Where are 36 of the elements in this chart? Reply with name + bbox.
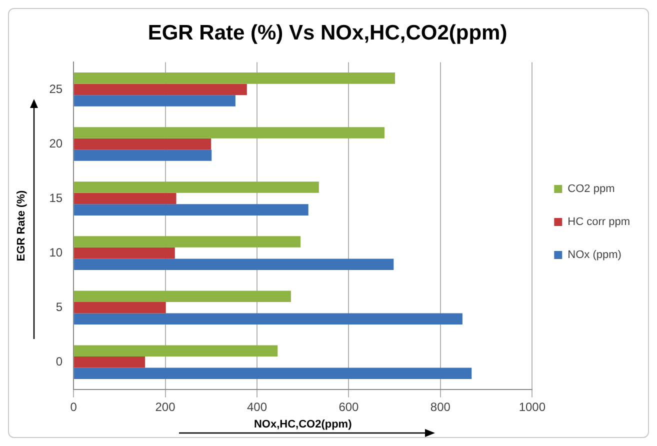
y-tick-label: 10 bbox=[49, 245, 63, 260]
y-tick-label: 15 bbox=[49, 190, 63, 205]
bar bbox=[74, 258, 394, 270]
x-tick-label: 800 bbox=[430, 400, 451, 414]
legend-label: HC corr ppm bbox=[568, 216, 630, 228]
x-tick-label: 400 bbox=[246, 400, 268, 414]
x-tick-label: 600 bbox=[338, 400, 360, 414]
y-axis-title: EGR Rate (%) bbox=[16, 190, 28, 262]
bar bbox=[74, 95, 236, 106]
bar bbox=[74, 368, 472, 380]
bar bbox=[74, 204, 308, 216]
bar bbox=[74, 356, 146, 368]
bar bbox=[74, 302, 166, 314]
bar bbox=[74, 127, 384, 138]
bar bbox=[74, 345, 278, 356]
legend-label: CO2 ppm bbox=[568, 183, 615, 196]
y-tick-label: 20 bbox=[49, 136, 63, 150]
legend-label: NOx (ppm) bbox=[568, 249, 622, 262]
x-tick-label: 200 bbox=[155, 400, 176, 414]
bar bbox=[74, 138, 212, 150]
bar bbox=[74, 192, 176, 204]
bar bbox=[74, 313, 462, 325]
bar bbox=[74, 290, 291, 302]
y-tick-label: 5 bbox=[56, 300, 63, 314]
x-axis-title: NOx,HC,CO2(ppm) bbox=[254, 418, 352, 430]
y-tick-label: 25 bbox=[49, 82, 63, 96]
y-tick-label: 0 bbox=[56, 354, 63, 368]
bar bbox=[74, 236, 301, 248]
chart-title: EGR Rate (%) Vs NOx,HC,CO2(ppm) bbox=[148, 21, 508, 44]
x-tick-label: 0 bbox=[70, 400, 78, 414]
bar bbox=[74, 72, 396, 84]
bar bbox=[74, 84, 247, 96]
bar bbox=[74, 182, 319, 193]
bar bbox=[74, 150, 212, 161]
bar bbox=[74, 247, 175, 259]
x-tick-label: 1000 bbox=[518, 400, 546, 414]
